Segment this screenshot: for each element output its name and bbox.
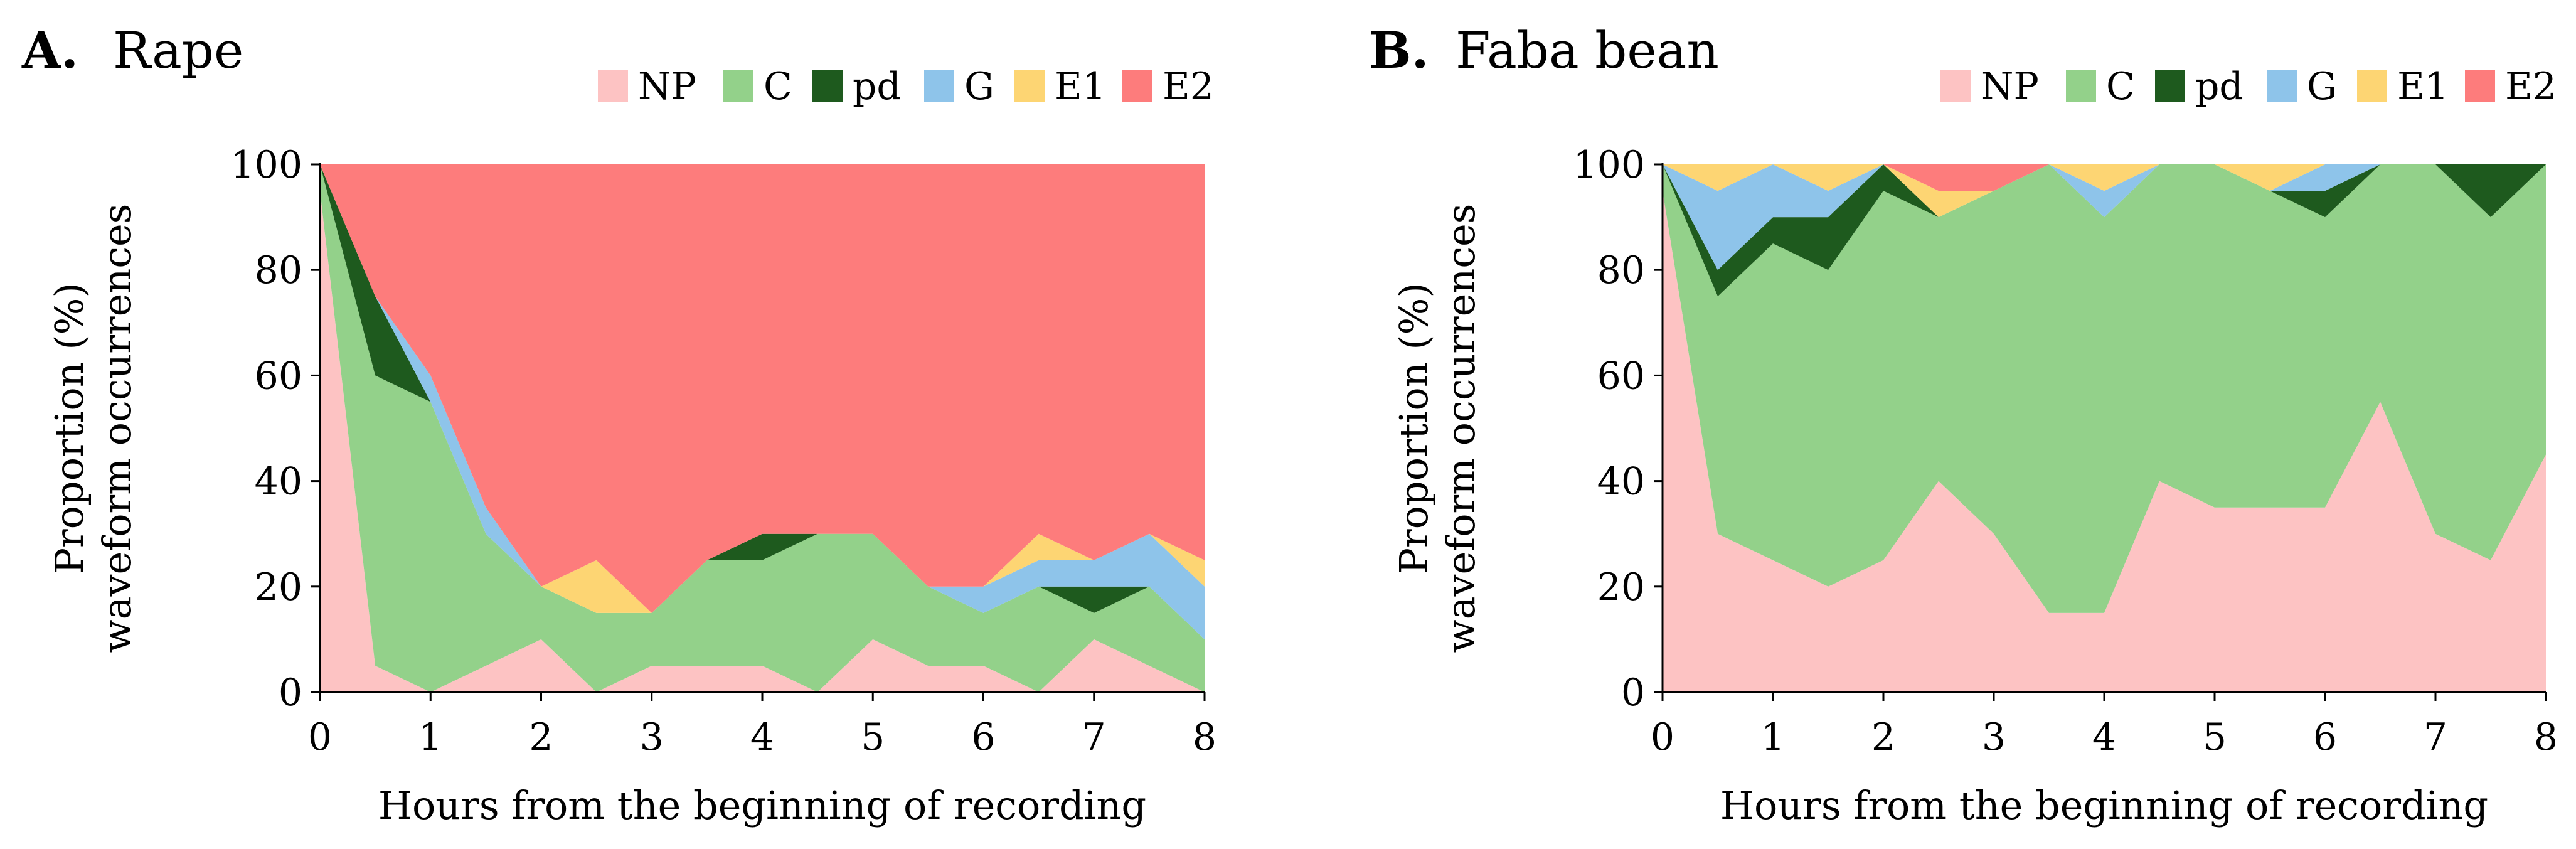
y-tick-label: 60	[1597, 354, 1645, 398]
y-tick-label: 80	[1597, 248, 1645, 292]
x-tick-label: 1	[1761, 715, 1785, 759]
x-tick-label: 6	[2313, 715, 2337, 759]
x-axis-label: Hours from the beginning of recording	[378, 782, 1146, 828]
area-series-c	[320, 164, 1205, 692]
y-axis-label-line-2: waveform occurrences	[1438, 204, 1484, 653]
x-tick-label: 5	[2203, 715, 2227, 759]
legend-label-e2: E2	[2505, 65, 2557, 109]
chart-title: Rape	[113, 21, 243, 80]
legend-swatch-g	[924, 70, 954, 102]
y-tick-label: 60	[255, 354, 302, 398]
panel-letter: A.	[21, 21, 78, 80]
x-tick-label: 1	[418, 715, 442, 759]
x-tick-label: 8	[1193, 715, 1216, 759]
x-tick-label: 8	[2534, 715, 2558, 759]
legend-label-c: C	[764, 65, 792, 109]
x-tick-label: 2	[529, 715, 553, 759]
legend-swatch-np	[1940, 70, 1971, 102]
x-tick-label: 0	[308, 715, 332, 759]
x-tick-label: 2	[1871, 715, 1895, 759]
y-axis-label-line-2: waveform occurrences	[94, 204, 140, 653]
y-tick-label: 0	[279, 671, 302, 715]
area-series-np	[1663, 191, 2546, 693]
legend-swatch-c	[723, 70, 753, 102]
x-tick-label: 4	[750, 715, 774, 759]
legend-label-np: NP	[1981, 65, 2039, 109]
legend-label-e2: E2	[1163, 65, 1214, 109]
x-tick-label: 3	[1982, 715, 2006, 759]
legend-label-g: G	[964, 65, 994, 109]
y-axis-label-line-1: Proportion (%)	[1391, 282, 1437, 574]
legend-swatch-e2	[1122, 70, 1152, 102]
legend-label-np: NP	[638, 65, 696, 109]
y-tick-label: 80	[255, 248, 302, 292]
legend-label-pd: pd	[853, 65, 901, 109]
legend-swatch-c	[2066, 70, 2096, 102]
x-tick-label: 0	[1651, 715, 1674, 759]
area-series-g	[1663, 164, 2546, 270]
x-tick-label: 4	[2092, 715, 2116, 759]
legend-swatch-e2	[2465, 70, 2495, 102]
chart-panel-a: A. Rape 0 20 40 60 80 100 0 1 2 3 4 5 6 7 8 Hours from th…	[21, 21, 1216, 828]
legend-swatch-pd	[812, 70, 843, 102]
area-series-pd	[1663, 164, 2546, 297]
y-tick-label: 100	[230, 143, 302, 187]
legend-swatch-e1	[2357, 70, 2387, 102]
chart-panel-b: B. Faba bean 0 20 40 60 80 100 0 1 2 3 4 5 6 7 8 Hours fr…	[1369, 21, 2558, 828]
y-tick-label: 100	[1573, 143, 1645, 187]
x-tick-label: 5	[861, 715, 885, 759]
x-tick-label: 6	[971, 715, 995, 759]
legend-label-pd: pd	[2195, 65, 2243, 109]
legend-label-c: C	[2106, 65, 2135, 109]
legend-swatch-np	[598, 70, 628, 102]
area-series-pd	[320, 164, 1205, 639]
y-tick-label: 40	[255, 460, 302, 504]
area-series-c	[1663, 164, 2546, 613]
legend-swatch-g	[2267, 70, 2297, 102]
area-series-e2	[320, 164, 1205, 613]
y-tick-label: 20	[1597, 565, 1645, 609]
y-tick-label: 40	[1597, 460, 1645, 504]
legend-swatch-e1	[1014, 70, 1045, 102]
y-tick-label: 20	[255, 565, 302, 609]
x-axis-label: Hours from the beginning of recording	[1720, 782, 2488, 828]
chart-title: Faba bean	[1456, 21, 1719, 80]
legend-swatch-pd	[2155, 70, 2185, 102]
legend-label-e1: E1	[1055, 65, 1106, 109]
y-axis-label-line-1: Proportion (%)	[46, 282, 92, 574]
y-tick-label: 0	[1621, 671, 1645, 715]
panel-letter: B.	[1369, 21, 1429, 80]
area-series-e1	[1663, 164, 2546, 218]
legend-label-g: G	[2307, 65, 2337, 109]
x-tick-label: 7	[2424, 715, 2447, 759]
x-tick-label: 7	[1082, 715, 1106, 759]
legend-label-e1: E1	[2397, 65, 2449, 109]
x-tick-label: 3	[640, 715, 664, 759]
